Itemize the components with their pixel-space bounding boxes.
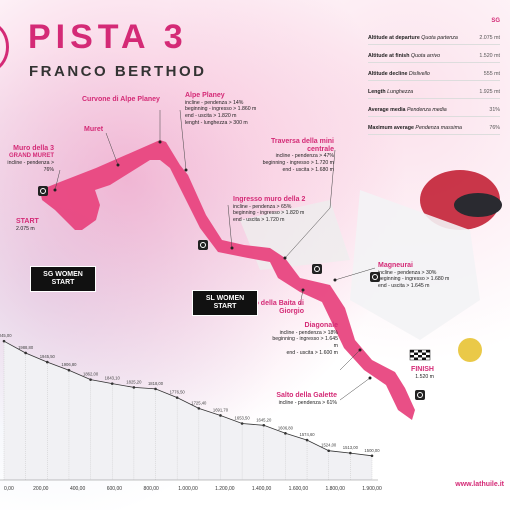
label-ingresso-muro: Ingresso muro della 2 incline - pendenza… xyxy=(233,196,306,224)
stat-value: 76% xyxy=(489,125,500,131)
label-diagonale: Diagonale incline - pendenza > 18% begin… xyxy=(272,322,338,356)
profile-point xyxy=(327,449,331,453)
profile-area xyxy=(4,341,372,480)
profile-point-label: 1500,00 xyxy=(364,448,380,453)
profile-point xyxy=(240,422,244,425)
page-subtitle: FRANCO BERTHOD xyxy=(29,63,207,80)
label-muret: Muret xyxy=(84,126,104,133)
label-start: START 2.075 m xyxy=(16,218,39,232)
marker-dots xyxy=(53,140,372,380)
profile-point-label: 1725,40 xyxy=(191,400,207,405)
profile-point-label: 1945,50 xyxy=(40,354,56,359)
logo-mark xyxy=(0,26,9,68)
profile-point xyxy=(154,387,157,391)
profile-point xyxy=(262,423,266,427)
profile-point xyxy=(349,451,352,455)
label-alpe-planey: Alpe Planey incline - pendenza > 14% beg… xyxy=(185,92,257,126)
label-traversa: Traversa della mini centrale incline - p… xyxy=(262,138,334,173)
stat-value: 31% xyxy=(489,107,500,113)
profile-point-label: 1645,20 xyxy=(256,417,272,422)
distance-tick-label: 1.900,00 xyxy=(362,486,382,492)
profile-point xyxy=(110,382,114,385)
profile-point xyxy=(175,396,179,399)
profile-point-label: 1691,70 xyxy=(213,407,229,412)
profile-point xyxy=(305,438,309,442)
footer-url[interactable]: www.lathuile.it xyxy=(455,481,504,488)
label-muro-della-3: Muro della 3 GRAND MURET incline - pende… xyxy=(7,145,54,174)
distance-tick-label: 800,00 xyxy=(144,486,160,492)
profile-point xyxy=(89,378,92,381)
profile-point-label: 2045,00 xyxy=(0,333,12,338)
stat-row: Average media Pendenza media 31% xyxy=(368,104,500,117)
stat-row: Maximum average Pendenza massima 76% xyxy=(368,122,500,135)
label-finish: FINISH 1.520 m xyxy=(411,366,434,380)
stat-value: 2.075 mt xyxy=(479,35,500,41)
distance-tick-label: 400,00 xyxy=(70,486,86,492)
profile-point-label: 1862,00 xyxy=(83,372,99,377)
profile-point-label: 1825,20 xyxy=(126,379,142,384)
stat-value: 555 mt xyxy=(483,71,500,77)
profile-point xyxy=(132,386,136,389)
profile-point xyxy=(67,368,71,372)
leader-lines xyxy=(54,109,376,401)
profile-point-label: 1818,00 xyxy=(148,381,164,386)
label-galette: Salto della Galette incline - pendenza >… xyxy=(276,392,337,406)
stats-column-head: SG xyxy=(491,18,500,24)
profile-point-label: 1524,00 xyxy=(321,443,337,448)
distance-tick-label: 1.000,00 xyxy=(178,486,198,492)
label-curvone: Curvone di Alpe Planey xyxy=(82,96,160,103)
stat-row: Length Lunghezza 1.925 mt xyxy=(368,86,500,99)
distance-tick-label: 1.200,00 xyxy=(215,486,235,492)
sg-women-start-badge: SG WOMEN START xyxy=(30,266,96,293)
elevation-profile: 2045,00 1988,80 1945,50 1906,80 1862,00 1843,… xyxy=(0,333,382,492)
profile-point xyxy=(24,351,27,355)
distance-tick-label: 1.400,00 xyxy=(252,486,272,492)
sl-women-start-badge: SL WOMEN START xyxy=(192,290,258,317)
profile-point xyxy=(2,339,6,343)
profile-line xyxy=(3,340,373,457)
stat-row: Altitude decline Dislivello 555 mt xyxy=(368,68,500,81)
profile-point xyxy=(197,407,201,410)
profile-point xyxy=(219,414,222,417)
mascot-shape xyxy=(458,338,482,362)
camera-icon xyxy=(312,264,322,274)
profile-point-label: 1906,80 xyxy=(61,362,77,367)
distance-tick-label: 1.600,00 xyxy=(289,486,309,492)
profile-point-label: 1843,10 xyxy=(105,376,121,381)
stat-value: 1.925 mt xyxy=(479,89,500,95)
goggles-shape xyxy=(454,193,502,217)
distance-tick-label: 600,00 xyxy=(107,486,123,492)
distance-tick-label: 0,00 xyxy=(4,486,14,492)
camera-icon xyxy=(38,186,48,196)
profile-point-label: 1513,00 xyxy=(343,445,359,450)
stat-value: 1.520 mt xyxy=(479,53,500,59)
camera-icon xyxy=(370,272,380,282)
profile-point-label: 1776,50 xyxy=(170,390,186,395)
page-title: PISTA 3 xyxy=(28,18,188,56)
distance-tick-label: 1.800,00 xyxy=(325,486,345,492)
skier-suit-shape xyxy=(350,190,480,340)
profile-point-label: 1988,80 xyxy=(18,345,34,350)
profile-point-label: 1574,60 xyxy=(299,432,315,437)
finish-flag-icon xyxy=(409,349,431,361)
label-baita: Salto della Baita di Giorgio xyxy=(241,300,304,315)
stat-row: Altitude at departure Quota partenza 2.0… xyxy=(368,32,500,45)
profile-point-label: 1653,50 xyxy=(235,416,251,421)
distance-tick-label: 200,00 xyxy=(33,486,49,492)
camera-icon xyxy=(198,240,208,250)
profile-point xyxy=(45,360,49,364)
profile-point xyxy=(370,454,374,458)
stat-row: Altitude at finish Quota arrivo 1.520 mt xyxy=(368,50,500,63)
profile-point xyxy=(284,432,287,435)
label-magneurai: Magneurai incline - pendenza > 30% begin… xyxy=(378,262,450,290)
camera-icon xyxy=(415,390,425,400)
profile-point-label: 1606,80 xyxy=(278,425,294,430)
